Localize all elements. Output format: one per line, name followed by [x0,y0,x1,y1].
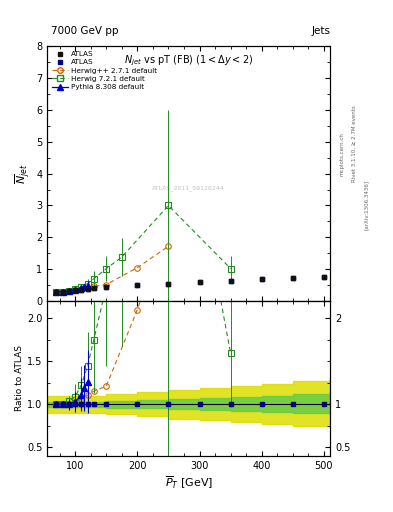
Y-axis label: Ratio to ATLAS: Ratio to ATLAS [15,346,24,412]
Text: 7000 GeV pp: 7000 GeV pp [51,26,119,36]
Text: ATLAS_2011_S9126244: ATLAS_2011_S9126244 [152,185,225,190]
Text: [arXiv:1306.3436]: [arXiv:1306.3436] [364,180,369,230]
Text: mcplots.cern.ch: mcplots.cern.ch [340,132,345,176]
X-axis label: $\overline{P}_{T}$ [GeV]: $\overline{P}_{T}$ [GeV] [165,475,213,492]
Text: Rivet 3.1.10, ≥ 2.7M events: Rivet 3.1.10, ≥ 2.7M events [352,105,357,182]
Text: Jets: Jets [311,26,330,36]
Legend: ATLAS, ATLAS, Herwig++ 2.7.1 default, Herwig 7.2.1 default, Pythia 8.308 default: ATLAS, ATLAS, Herwig++ 2.7.1 default, He… [51,50,158,92]
Y-axis label: $\overline{N}_{jet}$: $\overline{N}_{jet}$ [14,163,33,184]
Text: $N_{jet}$ vs pT (FB) $(1 < \Delta y < 2)$: $N_{jet}$ vs pT (FB) $(1 < \Delta y < 2)… [124,54,253,68]
